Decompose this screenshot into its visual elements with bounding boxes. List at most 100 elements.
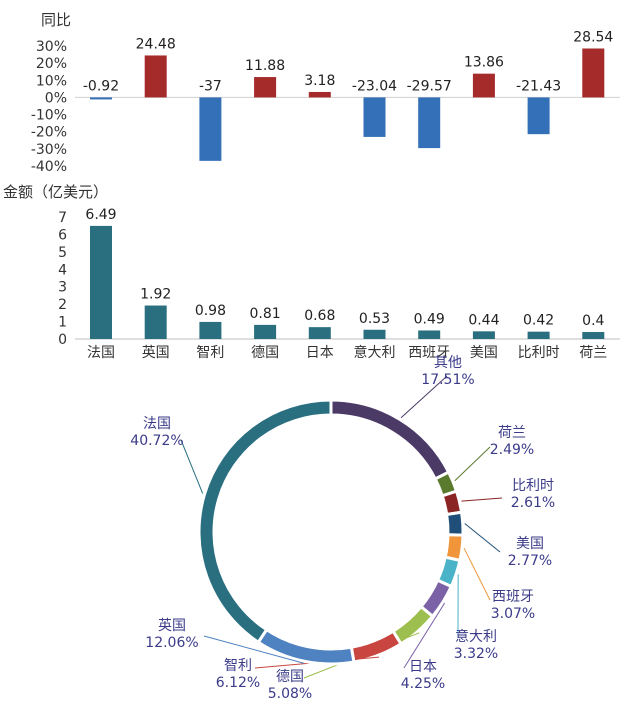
amount-category-label: 德国 (251, 345, 279, 361)
amount-tick-label: 4 (58, 262, 67, 278)
donut-slice-name: 德国 (276, 669, 304, 685)
donut-slice-percent: 2.61% (511, 495, 555, 511)
yoy-bar (418, 97, 441, 149)
yoy-axis-title: 同比 (41, 11, 71, 29)
donut-slice-percent: 5.08% (268, 686, 312, 702)
yoy-value-label: 24.48 (136, 36, 176, 52)
donut-slice-name: 西班牙 (492, 589, 534, 605)
yoy-tick-label: -30% (31, 142, 67, 158)
donut-slice-name: 英国 (158, 617, 186, 634)
donut-slice-name: 日本 (409, 659, 437, 675)
amount-category-label: 智利 (196, 345, 224, 361)
yoy-bar (90, 97, 112, 100)
amount-value-label: 0.81 (250, 306, 281, 322)
amount-axis-title: 金额（亿美元） (3, 183, 108, 201)
amount-value-label: 0.4 (582, 313, 604, 329)
donut-slice-percent: 12.06% (145, 635, 198, 651)
amount-value-label: 0.98 (195, 303, 226, 319)
amount-category-label: 英国 (142, 344, 170, 361)
amount-bar-chart: 金额（亿美元） 76 54 32 10 6.49 法国 1.92 英国 0.98 智利 0.81 德国… (3, 183, 620, 361)
amount-value-label: 0.53 (359, 311, 390, 327)
amount-value-label: 0.42 (523, 313, 554, 329)
donut-slice-name: 智利 (224, 658, 252, 674)
amount-category-label: 西班牙 (408, 345, 450, 361)
yoy-tick-label: -40% (31, 159, 67, 175)
donut-slice-name: 其他 (434, 355, 462, 371)
donut-slice-percent: 40.72% (130, 433, 183, 449)
yoy-tick-label: -10% (31, 108, 67, 124)
yoy-value-label: 28.54 (573, 30, 613, 46)
donut-slice (256, 627, 356, 666)
amount-category-label: 意大利 (354, 344, 396, 361)
yoy-value-label: 13.86 (464, 55, 504, 71)
amount-bar (90, 225, 112, 339)
yoy-bar (308, 91, 331, 98)
donut-leader-line (400, 375, 448, 419)
amount-tick-label: 7 (58, 210, 67, 226)
yoy-bar-chart: 同比 30%20%10%0% -10%-20%-30%-40% -0.92 24.48… (31, 11, 620, 175)
amount-bar (363, 329, 386, 339)
amount-value-label: 0.68 (304, 308, 335, 324)
amount-bar (582, 332, 605, 339)
amount-tick-label: 2 (58, 297, 67, 313)
donut-slice (197, 398, 333, 645)
donut-leader-line (463, 547, 491, 601)
yoy-tick-label: 30% (36, 39, 67, 55)
amount-bar (199, 321, 222, 339)
yoy-tick-label: 0% (45, 90, 67, 106)
amount-tick-label: 5 (58, 245, 67, 261)
donut-slice (444, 510, 465, 537)
donut-slice-name: 法国 (143, 416, 171, 432)
donut-leader-line (203, 635, 304, 664)
yoy-bar (472, 73, 495, 98)
donut-leader-line (403, 602, 446, 669)
amount-tick-label: 1 (58, 315, 67, 331)
amount-category-label: 荷兰 (579, 345, 607, 361)
yoy-value-label: 11.88 (245, 58, 285, 74)
donut-slice-name: 美国 (516, 536, 544, 552)
amount-bar (472, 331, 495, 339)
amount-tick-label: 3 (58, 280, 67, 296)
donut-slice-percent: 3.07% (491, 606, 535, 622)
yoy-tick-label: -20% (31, 125, 67, 141)
donut-leader-line (180, 439, 204, 494)
donut-slice-percent: 3.32% (454, 646, 498, 662)
yoy-bar (254, 77, 277, 98)
yoy-tick-label: 10% (36, 73, 67, 89)
donut-slice-percent: 6.12% (216, 675, 260, 691)
donut-leader-line (454, 446, 491, 482)
amount-bar (527, 331, 550, 339)
amount-category-label: 法国 (87, 345, 115, 361)
donut-slice-name: 比利时 (512, 478, 554, 494)
donut-slice-percent: 2.77% (508, 553, 552, 569)
yoy-tick-label: 20% (36, 56, 67, 72)
amount-value-label: 0.49 (414, 311, 445, 327)
yoy-value-label: -23.04 (352, 78, 397, 94)
amount-tick-label: 0 (58, 332, 67, 348)
amount-value-label: 1.92 (140, 287, 171, 303)
amount-value-label: 0.44 (468, 312, 499, 328)
yoy-value-label: 3.18 (304, 73, 335, 89)
amount-value-label: 6.49 (85, 207, 116, 223)
amount-category-label: 比利时 (518, 345, 560, 361)
yoy-value-label: -37 (199, 78, 222, 94)
amount-bar (144, 305, 167, 339)
donut-slice-percent: 2.49% (490, 442, 534, 458)
donut-leader-line (461, 497, 503, 502)
yoy-value-label: -29.57 (407, 78, 452, 94)
yoy-value-label: -21.43 (516, 78, 561, 94)
donut-slice-name: 荷兰 (498, 425, 526, 441)
amount-category-label: 美国 (470, 345, 498, 361)
yoy-bar (527, 97, 550, 135)
yoy-value-label: -0.92 (83, 78, 119, 94)
yoy-bar (144, 55, 167, 98)
yoy-bar (199, 97, 222, 161)
donut-leader-line (464, 523, 501, 553)
donut-slice (440, 489, 464, 517)
donut-slice-name: 意大利 (455, 628, 497, 645)
donut-slice-percent: 4.25% (401, 676, 445, 692)
yoy-bar (363, 97, 386, 137)
amount-bar (418, 330, 441, 339)
